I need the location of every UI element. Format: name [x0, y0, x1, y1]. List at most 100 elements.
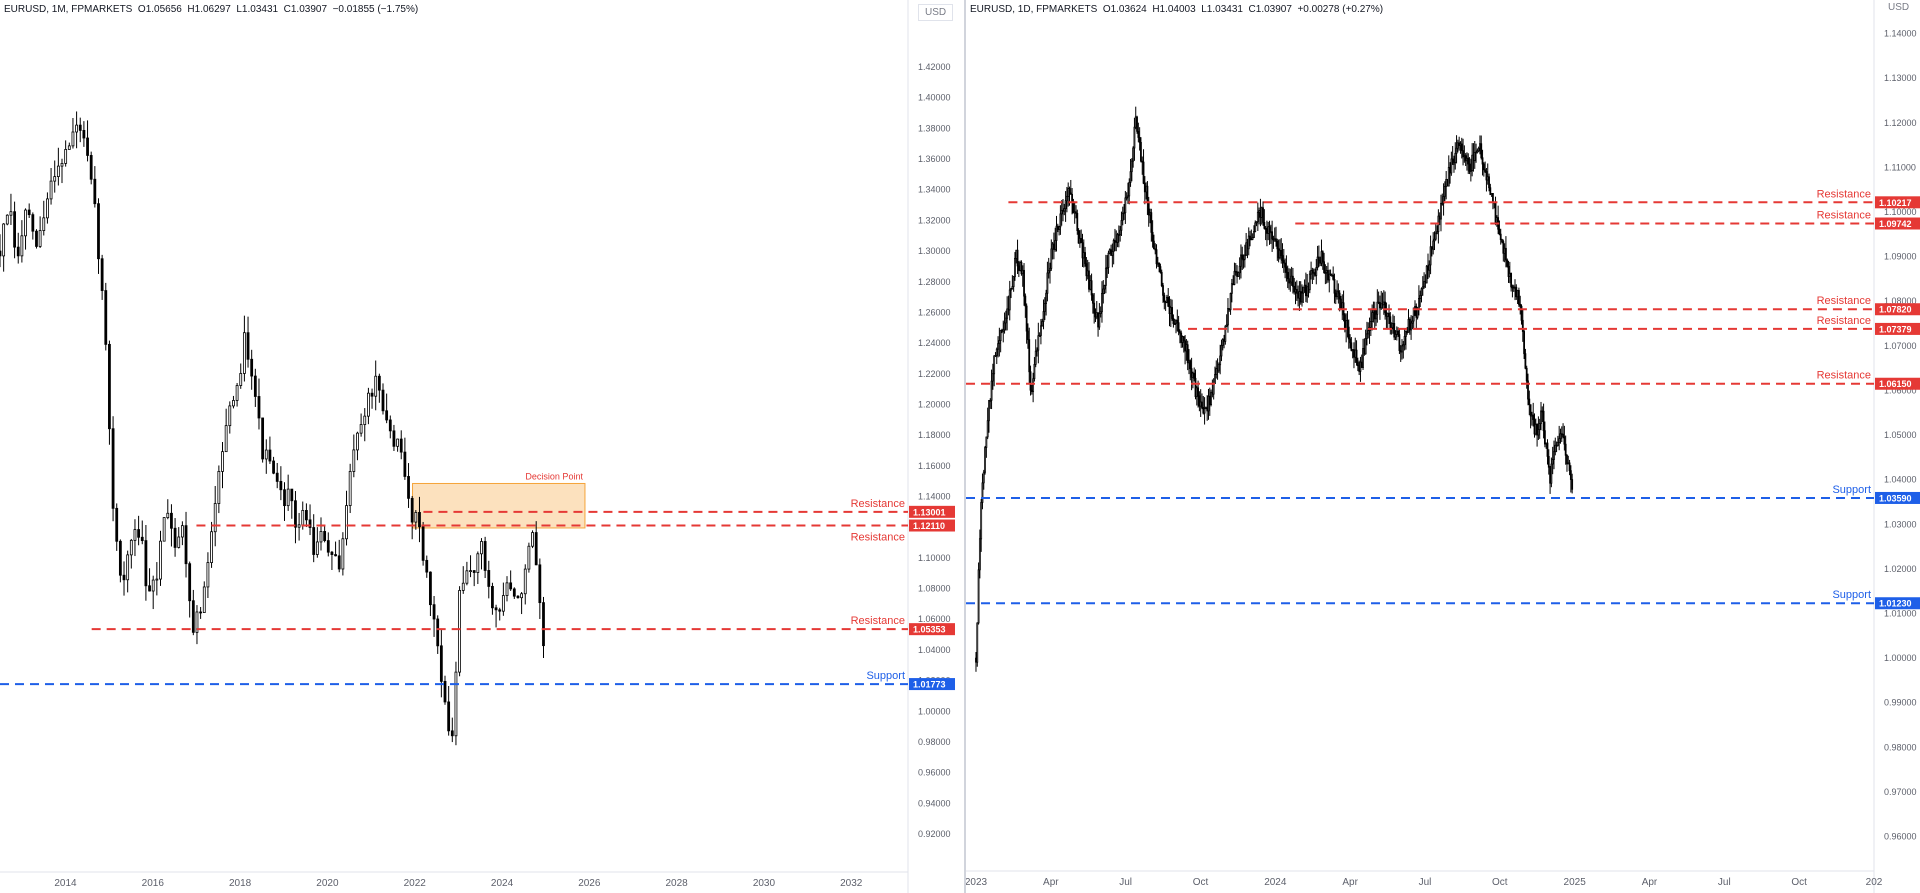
candle-body [1155, 249, 1158, 265]
candle-body [531, 532, 534, 547]
resistance-label: Resistance [1817, 315, 1871, 327]
candle-body [1194, 377, 1197, 397]
x-tick-label: 202 [1866, 877, 1883, 888]
candle-body [980, 502, 983, 540]
candle-body [261, 417, 265, 460]
candle-body [1077, 230, 1080, 244]
candle-body [1398, 334, 1401, 351]
candle-body [1249, 235, 1251, 240]
left-chart-panel[interactable]: EURUSD, 1M, FPMARKETS O1.05656 H1.06297 … [0, 0, 964, 893]
candle-body [97, 203, 100, 260]
candle-body [1046, 272, 1049, 294]
decision-zone [412, 482, 586, 529]
candle-body [1345, 320, 1348, 330]
panel-divider[interactable] [964, 0, 966, 893]
candle-body [1554, 444, 1557, 453]
candle-body [1372, 309, 1375, 314]
candle-body [1069, 192, 1072, 195]
candle-body [1436, 231, 1438, 234]
candle-body [1082, 252, 1085, 259]
resistance-label: Resistance [1817, 209, 1871, 221]
candle-body [290, 488, 294, 502]
candle-body [1462, 150, 1464, 158]
candle-body [999, 329, 1002, 342]
candle-body [1382, 301, 1385, 306]
candle-body [1047, 270, 1050, 274]
candle-body [1168, 305, 1171, 315]
candle-body [991, 373, 994, 382]
candle-body [1030, 389, 1033, 393]
candle-body [981, 482, 984, 503]
candle-body [1220, 345, 1223, 357]
candle-body [1058, 226, 1061, 230]
candle-body [1084, 252, 1086, 265]
candle-body [1505, 247, 1507, 261]
candle-body [1440, 202, 1442, 220]
candle-body [1280, 249, 1283, 256]
candle-body [345, 505, 348, 540]
y-tick-label: 1.05000 [1884, 430, 1917, 440]
candle-body [1016, 249, 1019, 267]
candle-body [1363, 348, 1366, 355]
candle-body [1180, 332, 1183, 343]
candle-body [1325, 270, 1328, 273]
candle-body [1473, 152, 1476, 162]
left-currency-button[interactable]: USD [918, 4, 954, 21]
candle-body [1201, 401, 1203, 408]
candle-body [1189, 360, 1192, 370]
candle-body [374, 375, 378, 397]
candle-body [1381, 303, 1384, 306]
candle-body [1485, 171, 1488, 181]
candle-body [1019, 262, 1022, 271]
y-tick-label: 1.18000 [918, 430, 951, 440]
candle-body [1482, 163, 1485, 171]
candle-body [1033, 363, 1036, 380]
candle-body [1204, 407, 1207, 410]
candle-body [1420, 288, 1423, 296]
candle-body [42, 217, 46, 231]
right-symbol: EURUSD, 1D, FPMARKETS [970, 4, 1098, 15]
resistance-label: Resistance [851, 615, 905, 627]
candle-body [1041, 321, 1044, 327]
candle-body [995, 348, 998, 356]
candle-body [388, 419, 392, 432]
candle-body [122, 574, 126, 581]
candle-body [1542, 410, 1545, 432]
candle-body [1567, 462, 1570, 465]
y-tick-label: 1.20000 [918, 399, 951, 409]
candle-body [381, 389, 385, 412]
candle-body [1228, 308, 1231, 311]
candle-body [1160, 271, 1163, 287]
candle-body [1193, 372, 1196, 379]
candle-body [1499, 233, 1502, 241]
candle-body [1320, 251, 1323, 264]
y-tick-label: 1.11000 [1884, 162, 1916, 172]
candle-body [352, 449, 356, 472]
candle-body [1466, 157, 1468, 162]
candle-body [1490, 193, 1493, 196]
candle-body [224, 425, 228, 453]
candle-body [1507, 265, 1510, 277]
support-price-tag-label: 1.01230 [1879, 599, 1912, 609]
candle-body [356, 432, 359, 451]
right-currency-label[interactable]: USD [1888, 2, 1910, 13]
candle-body [1414, 306, 1416, 309]
candle-body [410, 497, 414, 523]
right-chart-panel[interactable]: EURUSD, 1D, FPMARKETS O1.03624 H1.04003 … [966, 0, 1920, 893]
candle-body [1449, 166, 1451, 174]
candle-body [1224, 325, 1227, 342]
candle-body [1279, 249, 1281, 259]
x-tick-label: Oct [1492, 877, 1508, 888]
candle-body [1065, 195, 1068, 202]
candle-body [396, 438, 399, 447]
y-tick-label: 1.32000 [918, 215, 951, 225]
candle-body [1110, 249, 1112, 256]
candle-body [1107, 252, 1110, 268]
x-tick-label: 2022 [404, 878, 427, 889]
candles-group [975, 106, 1574, 672]
candle-body [1225, 324, 1228, 327]
candle-body [1062, 209, 1064, 212]
candle-body [133, 529, 137, 541]
candle-body [1288, 278, 1290, 284]
candle-body [1415, 306, 1418, 318]
